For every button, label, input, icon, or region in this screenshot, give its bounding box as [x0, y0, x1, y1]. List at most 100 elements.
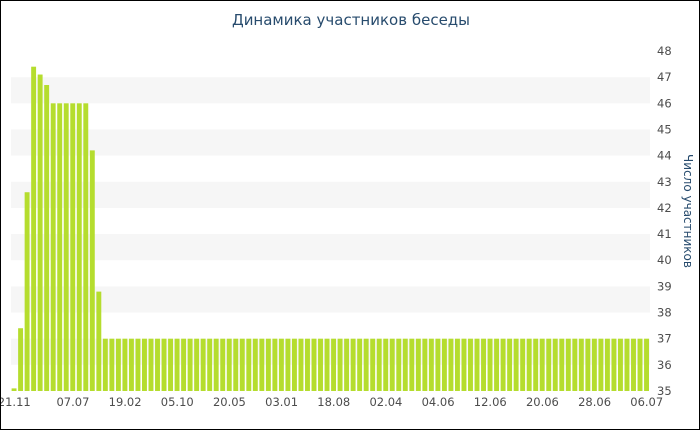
- x-tick-labels: 21.11 07.07 19.02 05.10 20.05 03.01 18.08 02.04…: [1, 395, 663, 409]
- y-tick-label: 35: [657, 384, 672, 398]
- bar: [461, 338, 467, 391]
- bar: [383, 338, 389, 391]
- bar: [265, 338, 271, 391]
- bar: [226, 338, 232, 391]
- bar: [44, 85, 50, 391]
- bar: [298, 338, 304, 391]
- bar: [331, 338, 337, 391]
- bar: [441, 338, 447, 391]
- bar: [611, 338, 617, 391]
- bar: [533, 338, 539, 391]
- bar: [148, 338, 154, 391]
- bar: [318, 338, 323, 391]
- x-tick-label: 02.04: [369, 395, 402, 409]
- bar: [31, 66, 37, 391]
- bar: [122, 338, 128, 391]
- x-tick-label: 07.07: [56, 395, 89, 409]
- x-tick-label: 04.06: [422, 395, 455, 409]
- bar: [246, 338, 252, 391]
- bar: [396, 338, 402, 391]
- bars: [11, 66, 649, 392]
- grid-band: [11, 234, 650, 261]
- bar: [435, 338, 441, 391]
- y-tick-label: 44: [657, 149, 672, 163]
- y-tick-label: 38: [657, 306, 672, 320]
- bar: [565, 338, 571, 391]
- y-tick-label: 47: [657, 70, 672, 84]
- bar: [422, 338, 428, 391]
- bar: [572, 338, 578, 391]
- x-tick-label: 12.06: [474, 395, 507, 409]
- grid-band: [11, 77, 650, 104]
- x-tick-label: 28.06: [578, 395, 611, 409]
- bar: [200, 338, 206, 391]
- bar: [539, 338, 545, 391]
- x-tick-label: 20.06: [526, 395, 559, 409]
- bar: [278, 338, 284, 391]
- bar: [448, 338, 454, 391]
- bar: [89, 150, 95, 391]
- bar: [324, 338, 330, 391]
- bar: [585, 338, 591, 391]
- bar: [350, 338, 356, 391]
- bar: [487, 338, 493, 391]
- y-tick-label: 37: [657, 332, 672, 346]
- y-tick-labels: 35 36 37 38 39 40 41 42 43 44 45 46 47 48: [657, 44, 672, 398]
- bar: [409, 338, 415, 391]
- bar: [513, 338, 519, 391]
- bar: [24, 192, 30, 391]
- bar: [76, 103, 82, 392]
- bar: [194, 338, 200, 391]
- grid-band: [11, 286, 650, 313]
- bar: [604, 338, 610, 391]
- bar: [207, 338, 213, 391]
- x-tick-label: 18.08: [317, 395, 350, 409]
- bar: [115, 338, 121, 391]
- bar: [213, 338, 219, 391]
- bar: [239, 338, 245, 391]
- bar: [168, 338, 174, 391]
- y-tick-label: 41: [657, 227, 672, 241]
- bar: [474, 338, 480, 391]
- bar: [559, 338, 565, 391]
- y-tick-label: 48: [657, 44, 672, 58]
- bar: [70, 103, 76, 392]
- bar: [135, 338, 141, 391]
- y-tick-label: 36: [657, 358, 672, 372]
- bar: [305, 338, 310, 391]
- x-tick-label: 21.11: [1, 395, 31, 409]
- x-tick-label: 06.07: [630, 395, 663, 409]
- bar: [337, 338, 343, 391]
- bar: [520, 338, 526, 391]
- bar: [142, 338, 147, 391]
- x-tick-label: 20.05: [213, 395, 246, 409]
- bar: [252, 338, 258, 391]
- bar: [415, 338, 421, 391]
- bar: [376, 338, 382, 391]
- bar: [644, 338, 649, 391]
- bar: [18, 328, 24, 391]
- bar: [187, 338, 193, 391]
- bar: [631, 338, 636, 391]
- x-tick-label: 05.10: [161, 395, 194, 409]
- grid-band: [11, 129, 650, 156]
- grid-bands: [11, 77, 650, 365]
- y-tick-label: 40: [657, 253, 672, 267]
- bar: [174, 338, 180, 391]
- bar: [402, 338, 408, 391]
- y-axis-label: Число участников: [681, 154, 695, 268]
- bar: [259, 338, 265, 391]
- bar: [494, 338, 500, 391]
- bar: [83, 103, 89, 392]
- bar: [598, 338, 604, 391]
- bar: [454, 338, 460, 391]
- bar: [546, 338, 552, 391]
- bar: [11, 388, 17, 391]
- bar: [37, 74, 43, 392]
- y-tick-label: 45: [657, 122, 672, 136]
- bar: [220, 338, 226, 391]
- bar: [578, 338, 584, 391]
- bar: [102, 338, 108, 391]
- bar: [507, 338, 513, 391]
